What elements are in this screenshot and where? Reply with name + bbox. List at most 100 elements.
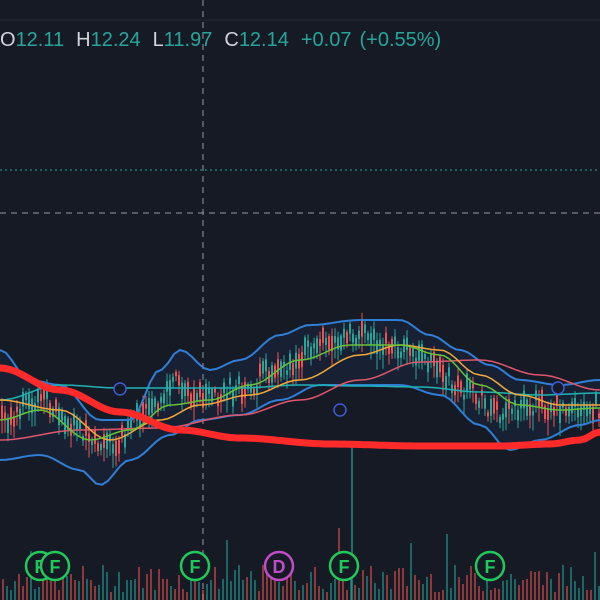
- volume-bar: [86, 579, 88, 600]
- volume-bar: [426, 577, 428, 600]
- volume-bar: [538, 571, 540, 600]
- volume-bar: [14, 581, 16, 600]
- candle-body: [349, 323, 351, 334]
- candle-body: [43, 388, 45, 400]
- candle-body: [568, 406, 570, 417]
- volume-bar: [266, 574, 268, 600]
- candle-body: [181, 382, 183, 400]
- candle-body: [442, 364, 444, 383]
- volume-bar: [118, 572, 120, 600]
- candle-body: [481, 390, 483, 396]
- volume-bar: [454, 565, 456, 600]
- volume-bar: [562, 565, 564, 600]
- volume-bar: [298, 590, 300, 600]
- candle-body: [115, 440, 117, 457]
- volume-bar: [122, 592, 124, 600]
- legend-low: L 11.97: [153, 29, 213, 52]
- candle-body: [421, 344, 423, 362]
- dividend-event-marker[interactable]: [263, 550, 295, 582]
- volume-bar: [434, 592, 436, 600]
- volume-bar: [42, 574, 44, 600]
- candle-body: [85, 420, 87, 437]
- volume-bar: [182, 589, 184, 600]
- candle-body: [325, 337, 327, 345]
- earnings-event-marker[interactable]: [328, 550, 360, 582]
- candle-body: [310, 346, 312, 358]
- volume-bar: [470, 566, 472, 600]
- volume-bar: [18, 574, 20, 600]
- bollinger-upper-line: [0, 319, 600, 421]
- candle-body: [529, 404, 531, 416]
- volume-bar: [462, 584, 464, 600]
- earnings-event-marker[interactable]: [39, 550, 71, 582]
- volume-bar: [246, 577, 248, 600]
- volume-bar: [258, 591, 260, 600]
- candle-body: [523, 390, 525, 409]
- cross-marker-circle[interactable]: [551, 381, 565, 395]
- volume-bar: [54, 571, 56, 600]
- high-label: H: [76, 28, 91, 51]
- candle-body: [292, 363, 294, 376]
- volume-bar: [66, 576, 68, 600]
- earnings-event-marker[interactable]: [179, 550, 211, 582]
- candle-body: [238, 376, 240, 385]
- volume-bar: [106, 572, 108, 600]
- candle-body: [508, 399, 510, 409]
- candle-body: [418, 344, 420, 361]
- volume-bar: [178, 575, 180, 600]
- candle-body: [499, 417, 501, 423]
- candle-body: [178, 375, 180, 386]
- candle-body: [229, 377, 231, 385]
- volume-bar: [34, 589, 36, 600]
- candle-body: [547, 409, 549, 421]
- candle-body: [253, 388, 255, 395]
- candle-body: [112, 444, 114, 454]
- volume-bar: [318, 586, 320, 600]
- candle-body: [475, 394, 477, 404]
- volume-bar: [250, 571, 252, 600]
- candle-body: [37, 389, 39, 403]
- volume-bar: [306, 583, 308, 600]
- cross-marker-circle[interactable]: [333, 403, 347, 417]
- volume-bar: [530, 571, 532, 600]
- volume-bar: [218, 589, 220, 600]
- candle-body: [151, 398, 153, 413]
- volume-bar: [50, 577, 52, 600]
- earnings-event-marker[interactable]: [474, 550, 506, 582]
- legend-high: H 12.24: [76, 29, 141, 52]
- candle-body: [205, 383, 207, 400]
- cross-marker-circle[interactable]: [113, 382, 127, 396]
- candle-body: [394, 336, 396, 344]
- volume-bar: [490, 590, 492, 600]
- volume-bar: [374, 583, 376, 600]
- candle-body: [514, 400, 516, 407]
- candle-body: [175, 372, 177, 377]
- high-value: 12.24: [90, 28, 141, 51]
- change-value: +0.07: [300, 28, 352, 51]
- candle-body: [589, 404, 591, 415]
- candle-body: [1, 405, 3, 419]
- legend-close: C 12.14: [224, 29, 289, 52]
- volume-bar: [98, 585, 100, 600]
- volume-bar: [62, 568, 64, 600]
- candle-body: [550, 403, 552, 413]
- candle-body: [592, 406, 594, 424]
- volume-bar: [310, 572, 312, 600]
- candle-body: [97, 443, 99, 452]
- volume-bar: [6, 586, 8, 600]
- volume-bar: [270, 578, 272, 600]
- volume-bar: [358, 588, 360, 600]
- candle-body: [61, 410, 63, 421]
- volume-bar: [138, 567, 140, 600]
- candle-body: [328, 336, 330, 350]
- candle-body: [157, 403, 159, 412]
- volume-bar: [46, 565, 48, 600]
- volume-bar: [254, 580, 256, 600]
- volume-bar: [58, 590, 60, 600]
- candle-body: [376, 340, 378, 354]
- candle-body: [385, 332, 387, 344]
- volume-bar: [322, 589, 324, 600]
- open-value: 12.11: [15, 28, 65, 51]
